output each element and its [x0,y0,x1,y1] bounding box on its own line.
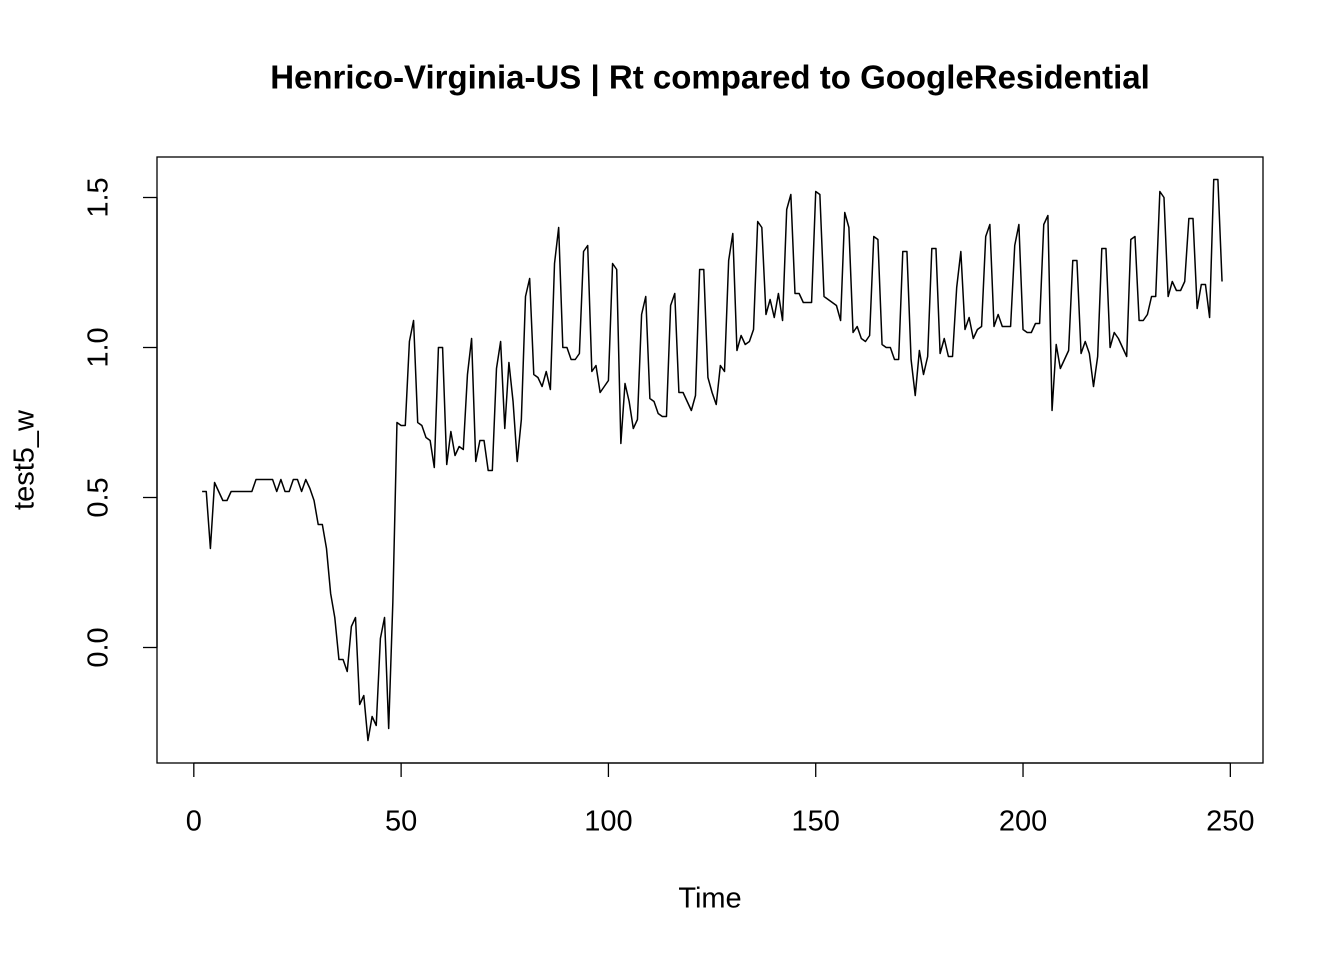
y-tick-label: 1.5 [83,177,115,217]
chart-title: Henrico-Virginia-US | Rt compared to Goo… [270,59,1150,96]
y-axis-label: test5_w [9,409,41,510]
x-tick-label: 100 [584,806,632,838]
y-tick-label: 0.5 [83,477,115,517]
data-line [202,178,1223,742]
x-tick-label: 0 [186,806,202,838]
x-tick-label: 50 [385,806,417,838]
y-tick-label: 0.0 [83,627,115,667]
x-tick-label: 250 [1206,806,1254,838]
x-axis-label: Time [678,883,741,915]
y-tick-label: 1.0 [83,327,115,367]
x-tick-label: 150 [792,806,840,838]
x-tick-label: 200 [999,806,1047,838]
